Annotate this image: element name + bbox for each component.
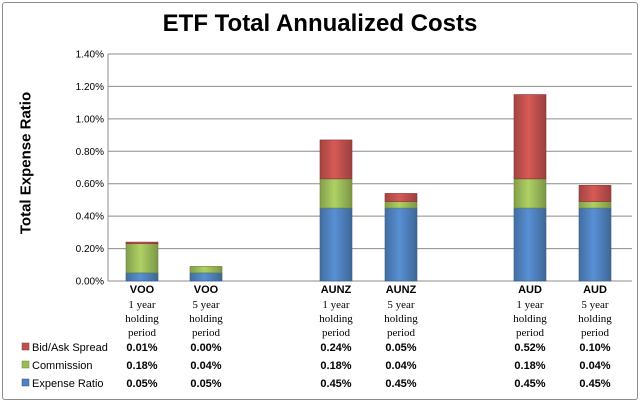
category-label-line: 1 year [322, 299, 350, 311]
y-tick-label: 1.20% [76, 82, 104, 93]
table-cell-value: 0.04% [579, 360, 610, 372]
table-cell-value: 0.05% [385, 342, 416, 354]
bar-segment [578, 185, 612, 202]
legend-label: Expense Ratio [32, 378, 104, 390]
category-label-ticker: VOO [130, 284, 155, 296]
category-label-line: holding [189, 313, 223, 325]
y-tick-label: 0.40% [76, 212, 104, 223]
category-label-line: period [322, 327, 351, 339]
table-cell-value: 0.18% [320, 360, 351, 372]
table-cell-value: 0.04% [385, 360, 416, 372]
bar-segment [384, 207, 418, 282]
bar-segment [125, 241, 159, 245]
bar-segment [578, 201, 612, 209]
bar-segment [319, 207, 353, 282]
table-cell-value: 0.00% [190, 342, 221, 354]
table-cell-value: 0.05% [190, 378, 221, 390]
y-tick-label: 0.00% [76, 277, 104, 288]
category-label-line: 1 year [128, 299, 156, 311]
category-label-line: period [128, 327, 157, 339]
bar-segment [384, 193, 418, 202]
category-label-ticker: AUNZ [386, 284, 417, 296]
category-label-ticker: VOO [194, 284, 219, 296]
bar-segment [319, 139, 353, 180]
category-label-ticker: AUD [583, 284, 607, 296]
category-label-ticker: AUNZ [321, 284, 352, 296]
bar-segment [513, 207, 547, 282]
table-cell-value: 0.18% [126, 360, 157, 372]
category-label-line: 5 year [192, 299, 220, 311]
bar-segment [513, 94, 547, 180]
category-label-line: holding [384, 313, 418, 325]
bar-segment [189, 272, 223, 282]
legend-label: Commission [32, 360, 93, 372]
table-cell-value: 0.05% [126, 378, 157, 390]
table-cell-value: 0.45% [579, 378, 610, 390]
table-cell-value: 0.52% [514, 342, 545, 354]
table-cell-value: 0.10% [579, 342, 610, 354]
bar-segment [319, 178, 353, 209]
bar-segment [384, 201, 418, 209]
legend-key [21, 342, 30, 351]
legend-key [21, 378, 30, 387]
y-tick-label: 0.20% [76, 244, 104, 255]
category-label-line: holding [513, 313, 547, 325]
bar-segment [578, 207, 612, 282]
category-label-line: holding [319, 313, 353, 325]
y-tick-label: 0.60% [76, 179, 104, 190]
y-tick-label: 0.80% [76, 147, 104, 158]
y-tick-label: 1.00% [76, 114, 104, 125]
table-cell-value: 0.01% [126, 342, 157, 354]
legend-label: Bid/Ask Spread [32, 342, 108, 354]
category-label-line: holding [578, 313, 612, 325]
table-cell-value: 0.18% [514, 360, 545, 372]
table-cell-value: 0.24% [320, 342, 351, 354]
legend-key [21, 360, 30, 369]
category-label-line: period [581, 327, 610, 339]
table-cell-value: 0.04% [190, 360, 221, 372]
table-cell-value: 0.45% [320, 378, 351, 390]
category-label-ticker: AUD [518, 284, 542, 296]
category-label-line: period [516, 327, 545, 339]
category-label-line: 5 year [387, 299, 415, 311]
y-tick-label: 1.40% [76, 50, 104, 61]
bar-segment [125, 272, 159, 282]
bar-segment [189, 266, 223, 274]
category-label-line: 1 year [516, 299, 544, 311]
bar-segment [125, 243, 159, 274]
category-label-line: holding [125, 313, 159, 325]
table-cell-value: 0.45% [514, 378, 545, 390]
chart-title: ETF Total Annualized Costs [162, 10, 478, 37]
category-label-line: period [192, 327, 221, 339]
bar-segment [513, 178, 547, 209]
category-label-line: 5 year [581, 299, 609, 311]
category-label-line: period [387, 327, 416, 339]
table-cell-value: 0.45% [385, 378, 416, 390]
